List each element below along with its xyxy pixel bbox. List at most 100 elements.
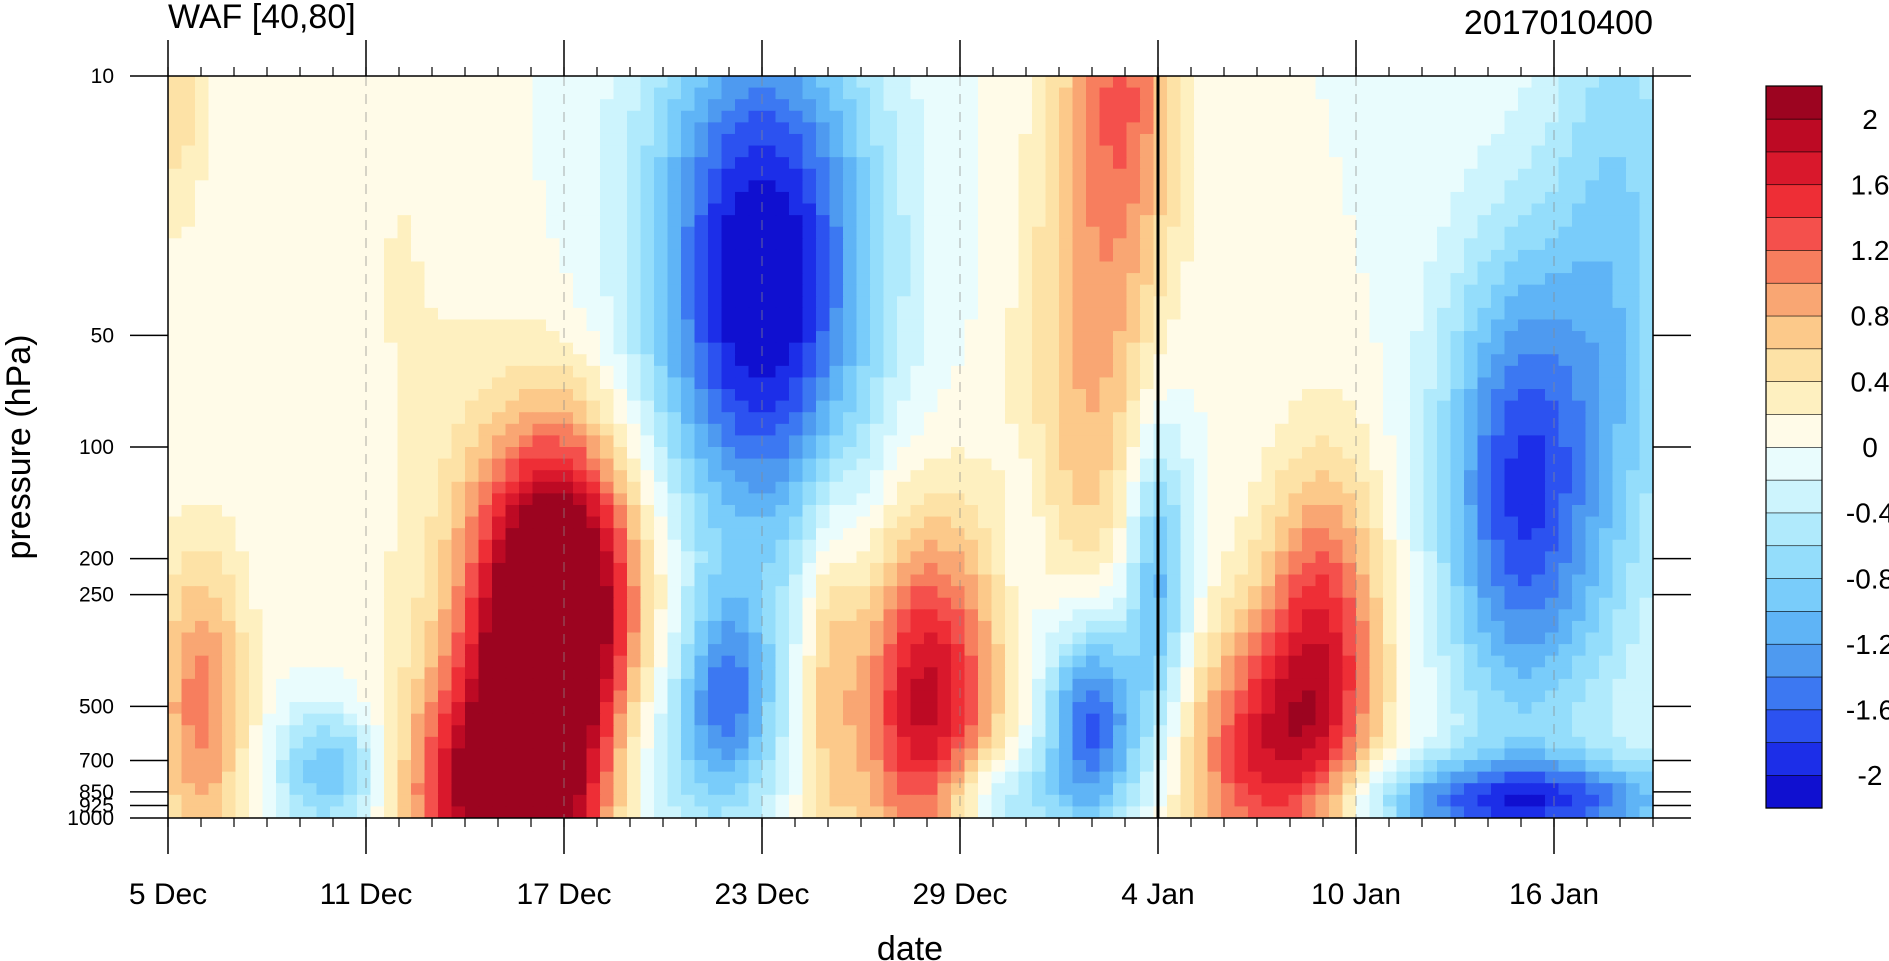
field-cell [1437,133,1452,147]
field-cell [1018,273,1033,286]
field-cell [627,423,642,436]
field-cell [492,389,507,402]
field-cell [546,249,561,263]
field-cell [465,168,480,181]
field-cell [816,284,831,297]
field-cell [1315,516,1330,529]
field-cell [1423,76,1438,89]
field-cell [897,435,912,448]
field-cell [262,516,277,529]
field-cell [1599,539,1614,552]
field-cell [357,504,372,518]
field-cell [370,400,385,413]
field-cell [1194,354,1209,367]
field-cell [262,389,277,402]
field-cell [1369,365,1384,379]
field-cell [978,354,993,367]
field-cell [330,226,345,239]
field-cell [1518,331,1533,344]
field-cell [1221,215,1236,228]
field-cell [1167,307,1182,321]
field-cell [789,191,804,205]
field-cell [654,99,669,112]
field-cell [1302,249,1317,263]
field-cell [370,191,385,205]
field-cell [1018,493,1033,506]
field-cell [843,215,858,228]
field-cell [1450,493,1465,506]
field-cell [694,377,709,390]
field-cell [1423,261,1438,274]
field-cell [181,76,196,89]
field-cell [937,87,952,100]
field-cell [370,342,385,355]
field-cell [789,122,804,135]
field-cell [1369,180,1384,193]
field-cell [1113,226,1128,239]
field-cell [1288,493,1303,506]
field-cell [600,168,615,181]
field-cell [1342,435,1357,448]
field-cell [1396,481,1411,494]
field-cell [262,539,277,552]
field-cell [735,307,750,321]
field-cell [924,331,939,344]
field-cell [532,307,547,321]
field-cell [438,307,453,321]
field-cell [789,307,804,321]
field-cell [816,412,831,425]
field-cell [843,354,858,367]
field-cell [343,261,358,274]
field-cell [1086,76,1101,89]
field-cell [343,516,358,529]
field-cell [316,296,331,309]
field-cell [357,377,372,390]
field-cell [370,377,385,390]
field-cell [883,191,898,205]
field-cell [694,435,709,448]
field-cell [600,284,615,297]
field-cell [1464,203,1479,216]
field-cell [1221,76,1236,89]
field-cell [1369,226,1384,239]
field-cell [789,539,804,552]
field-cell [1059,447,1074,460]
field-cell [910,180,925,193]
field-cell [1234,319,1249,332]
field-cell [721,122,736,135]
field-cell [1153,539,1168,552]
field-cell [1464,319,1479,332]
field-cell [1383,99,1398,112]
field-cell [289,168,304,181]
field-cell [181,562,196,576]
field-cell [802,516,817,529]
field-cell [289,87,304,100]
field-cell [505,597,520,610]
field-cell [856,377,871,390]
field-cell [357,412,372,425]
field-cell [235,493,250,506]
field-cell [1477,481,1492,494]
field-cell [870,133,885,147]
field-cell [897,226,912,239]
field-cell [1464,423,1479,436]
field-cell [802,238,817,251]
field-cell [1221,562,1236,576]
field-cell [910,87,925,100]
field-cell [1464,157,1479,170]
field-cell [1504,389,1519,402]
field-cell [451,412,466,425]
field-cell [370,470,385,483]
field-cell [1167,435,1182,448]
field-cell [816,249,831,263]
field-cell [937,412,952,425]
field-cell [1180,203,1195,216]
field-cell [1477,110,1492,123]
field-cell [411,168,426,181]
field-cell [1180,261,1195,274]
field-cell [1477,551,1492,564]
field-cell [1261,238,1276,251]
field-cell [586,319,601,332]
field-cell [586,168,601,181]
field-cell [789,435,804,448]
